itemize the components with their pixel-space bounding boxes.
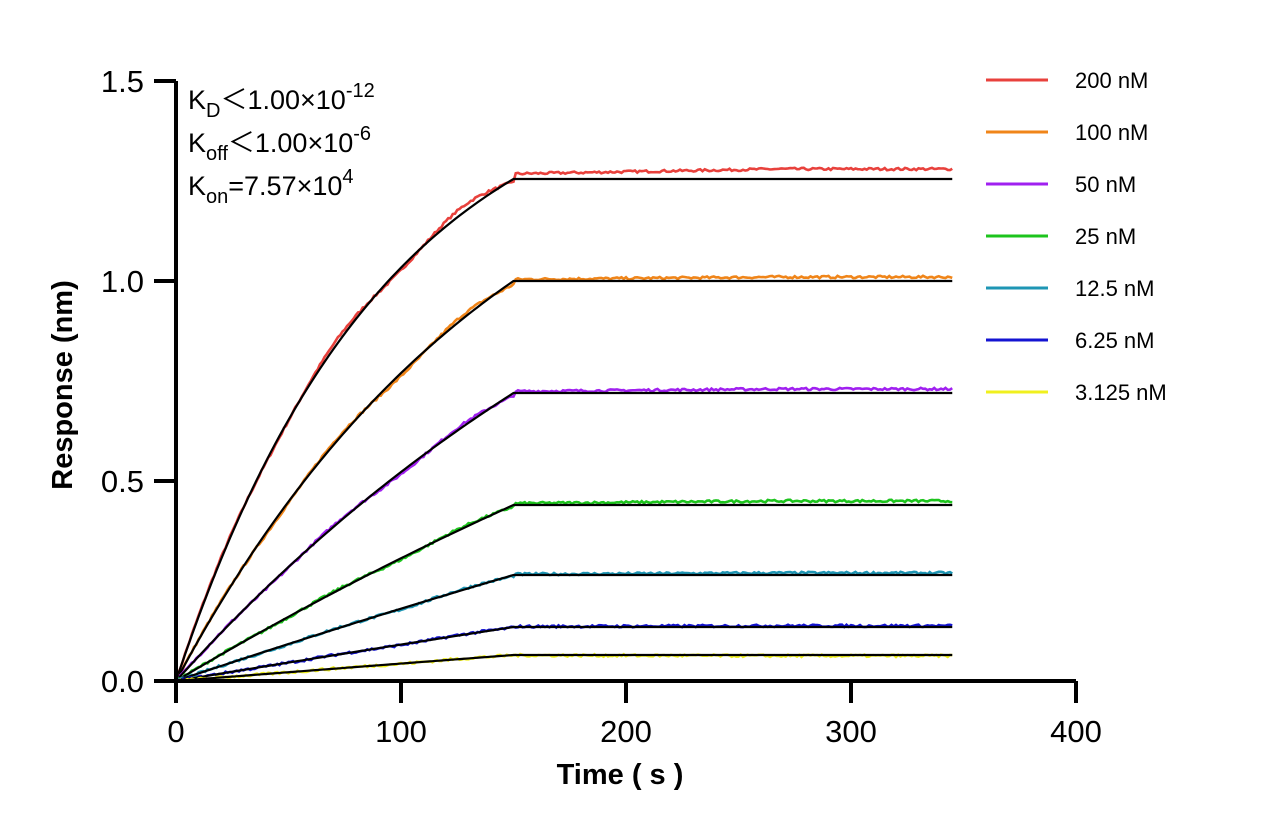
legend-label-5: 12.5 nM	[1075, 276, 1155, 301]
legend-label-1: 200 nM	[1075, 68, 1148, 93]
y-axis-title: Response (nm)	[47, 280, 79, 489]
legend-label-4: 25 nM	[1075, 224, 1136, 249]
fit-line-4	[175, 503, 953, 682]
y-tick-label-1: 0.5	[101, 464, 144, 499]
x-tick-label-0: 0	[167, 714, 184, 749]
y-tick-label-3: 1.5	[101, 64, 144, 99]
annotation-kon: Kon=7.57×104	[188, 166, 354, 208]
fit-line-7	[175, 653, 953, 683]
series-line-2	[174, 274, 953, 682]
legend: 200 nM 100 nM 50 nM 25 nM 12.5 nM 6.25 nM 3.12…	[986, 68, 1167, 405]
fit-line-1	[174, 177, 953, 682]
x-tick-label-3: 300	[825, 714, 877, 749]
fit-line-3	[175, 391, 953, 682]
legend-label-6: 6.25 nM	[1075, 328, 1155, 353]
legend-label-2: 100 nM	[1075, 120, 1148, 145]
series-line-3	[175, 386, 953, 683]
annotation-koff: Koff＜1.00×10-6	[188, 123, 371, 165]
x-tick-label-2: 200	[600, 714, 652, 749]
series-line-7	[175, 652, 953, 683]
legend-label-7: 3.125 nM	[1075, 380, 1167, 405]
x-tick-label-1: 100	[375, 714, 427, 749]
tick-label-layer: 0 100 200 300 400 0.0 0.5 1.0 1.5	[101, 64, 1102, 749]
axes-layer	[154, 79, 1078, 703]
fit-line-2	[175, 279, 953, 682]
fit-line-5	[175, 573, 953, 683]
y-tick-label-0: 0.0	[101, 664, 144, 699]
legend-label-3: 50 nM	[1075, 172, 1136, 197]
fit-line-6	[175, 625, 953, 683]
curve-layer	[174, 166, 953, 684]
y-tick-label-2: 1.0	[101, 264, 144, 299]
series-line-1	[174, 166, 953, 682]
x-tick-label-4: 400	[1050, 714, 1102, 749]
x-axis-title: Time ( s )	[557, 759, 684, 791]
annotation-kd: KD＜1.00×10-12	[188, 80, 375, 122]
